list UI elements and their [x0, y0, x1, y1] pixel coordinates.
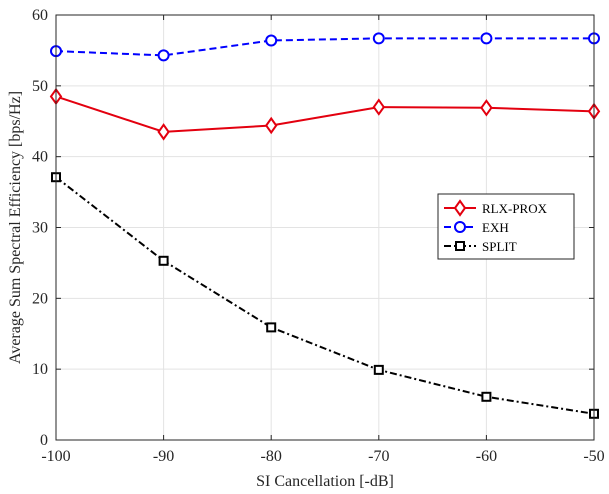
series-line: [55, 95, 595, 133]
x-tick-label: -50: [583, 448, 604, 465]
y-tick-label: 50: [32, 78, 48, 95]
data-point: [264, 116, 278, 135]
data-point: [157, 49, 170, 62]
y-axis-label: Average Sum Spectral Efficiency [bps/Hz]: [7, 91, 24, 364]
legend-marker: [454, 221, 466, 233]
data-point: [157, 123, 170, 141]
legend-item: SPLIT: [444, 239, 517, 254]
x-tick-label: -70: [368, 448, 389, 465]
series-layer: [49, 32, 601, 419]
data-point: [266, 322, 277, 333]
y-tick-label: 40: [32, 149, 48, 166]
legend-label: RLX-PROX: [482, 201, 548, 216]
x-tick-label: -100: [41, 448, 70, 465]
y-tick-label: 0: [40, 432, 48, 449]
legend-item: EXH: [444, 220, 509, 235]
y-tick-label: 10: [32, 361, 48, 378]
series-line: [55, 176, 595, 415]
data-point: [158, 255, 169, 266]
legend-label: SPLIT: [482, 239, 517, 254]
data-point: [481, 391, 492, 402]
legend-label: EXH: [482, 220, 509, 235]
ticks: -100 -90 -80 -70 -60 -50 0 10 20 30 40 50 60: [32, 7, 605, 465]
legend-marker: [455, 241, 465, 251]
data-point: [265, 34, 278, 47]
series-line: [55, 37, 594, 57]
legend-marker: [453, 199, 467, 217]
x-tick-label: -80: [261, 448, 282, 465]
y-tick-label: 20: [32, 290, 48, 307]
data-point: [372, 98, 386, 116]
data-point: [480, 99, 493, 117]
x-tick-label: -60: [476, 448, 497, 465]
legend-item: RLX-PROX: [444, 199, 548, 217]
series-rlx-prox: [49, 87, 601, 141]
legend: RLX-PROX EXH SPLIT: [437, 193, 575, 260]
data-point: [372, 32, 385, 45]
y-tick-label: 60: [32, 7, 48, 24]
x-tick-label: -90: [153, 448, 174, 465]
y-tick-label: 30: [32, 220, 48, 237]
x-axis-label: SI Cancellation [-dB]: [256, 473, 394, 490]
data-point: [373, 364, 384, 375]
data-point: [480, 32, 493, 45]
